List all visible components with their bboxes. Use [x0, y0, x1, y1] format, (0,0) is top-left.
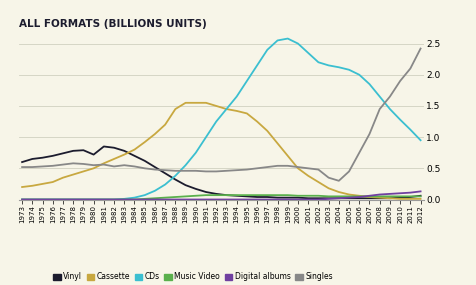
Legend: Vinyl, Cassette, CDs, Music Video, Digital albums, Singles: Vinyl, Cassette, CDs, Music Video, Digit…: [50, 269, 336, 284]
Text: ALL FORMATS (BILLIONS UNITS): ALL FORMATS (BILLIONS UNITS): [19, 19, 207, 29]
